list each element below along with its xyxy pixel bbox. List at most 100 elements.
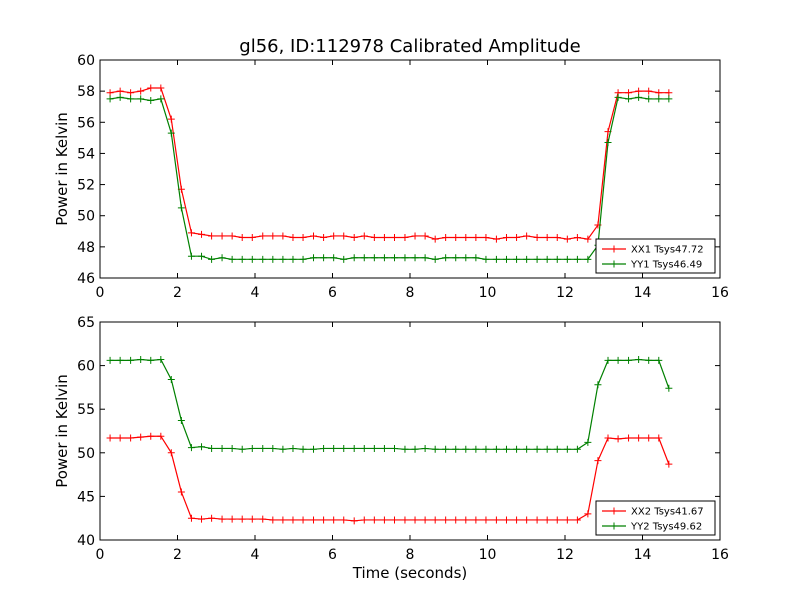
legend-box (595, 500, 716, 536)
data-point (563, 445, 571, 453)
data-point (167, 115, 175, 123)
data-point (330, 232, 338, 240)
legend-marker (610, 245, 618, 253)
data-point (167, 449, 175, 457)
data-point (360, 232, 368, 240)
data-point (259, 232, 267, 240)
data-point (177, 488, 185, 496)
data-point (218, 515, 226, 523)
legend-marker (610, 507, 618, 515)
data-point (248, 515, 256, 523)
data-point (350, 444, 358, 452)
data-point (625, 95, 633, 103)
data-point (187, 514, 195, 522)
data-point (625, 356, 633, 364)
data-point (411, 254, 419, 262)
data-point (442, 254, 450, 262)
data-point (563, 516, 571, 524)
data-point (655, 89, 663, 97)
data-point (442, 516, 450, 524)
data-point (513, 234, 521, 242)
data-point (442, 445, 450, 453)
data-point (310, 445, 318, 453)
data-point (665, 384, 673, 392)
data-point (655, 356, 663, 364)
legend-marker (610, 522, 618, 530)
data-point (604, 434, 612, 442)
data-point (614, 93, 622, 101)
data-point (228, 515, 236, 523)
y-tick-label: 65 (77, 315, 95, 331)
data-point (137, 87, 145, 95)
data-point (116, 356, 124, 364)
data-point (614, 435, 622, 443)
x-tick-label: 0 (96, 285, 105, 301)
data-point (208, 514, 216, 522)
data-point (238, 445, 246, 453)
data-point (350, 517, 358, 525)
y-axis-label: Power in Kelvin (53, 374, 71, 488)
x-tick-label: 14 (634, 547, 652, 563)
data-point (218, 444, 226, 452)
data-point (330, 516, 338, 524)
x-tick-label: 12 (556, 285, 574, 301)
data-point (533, 234, 541, 242)
data-point (360, 444, 368, 452)
data-point (573, 255, 581, 263)
y-tick-label: 45 (77, 489, 95, 505)
data-point (127, 356, 135, 364)
data-point (248, 234, 256, 242)
x-tick-label: 10 (479, 285, 497, 301)
data-point (228, 232, 236, 240)
data-point (523, 255, 531, 263)
data-point (431, 255, 439, 263)
data-point (421, 516, 429, 524)
data-point (391, 444, 398, 452)
data-point (218, 254, 226, 262)
data-point (350, 234, 358, 242)
data-point (279, 232, 287, 240)
data-point (157, 355, 165, 363)
data-point (553, 234, 561, 242)
data-point (573, 234, 581, 242)
x-tick-label: 16 (711, 285, 729, 301)
data-point (238, 255, 246, 263)
data-point (106, 89, 114, 97)
data-point (401, 516, 409, 524)
data-point (452, 445, 460, 453)
data-point (472, 254, 480, 262)
data-point (147, 96, 155, 104)
data-point (655, 434, 663, 442)
data-point (452, 516, 460, 524)
data-point (320, 234, 328, 242)
data-point (340, 255, 348, 263)
data-point (269, 444, 277, 452)
data-point (320, 444, 328, 452)
y-tick-label: 52 (77, 178, 95, 194)
data-point (502, 445, 510, 453)
data-point (340, 232, 348, 240)
data-point (127, 95, 135, 103)
data-point (604, 356, 612, 364)
x-tick-label: 16 (711, 547, 729, 563)
data-point (248, 255, 256, 263)
data-point (533, 516, 541, 524)
data-point (360, 254, 368, 262)
data-point (289, 444, 297, 452)
data-point (411, 445, 419, 453)
legend-box (595, 238, 716, 274)
data-point (198, 443, 206, 451)
y-tick-label: 56 (77, 115, 95, 131)
data-point (310, 254, 318, 262)
data-point (411, 232, 419, 240)
data-point (127, 434, 135, 442)
legend: XX2 Tsys41.67 YY2 Tsys49.62 (595, 500, 716, 536)
data-point (147, 432, 155, 440)
x-tick-label: 0 (96, 547, 105, 563)
data-point (573, 516, 581, 524)
data-point (492, 445, 500, 453)
data-point (208, 444, 216, 452)
data-point (635, 93, 643, 101)
